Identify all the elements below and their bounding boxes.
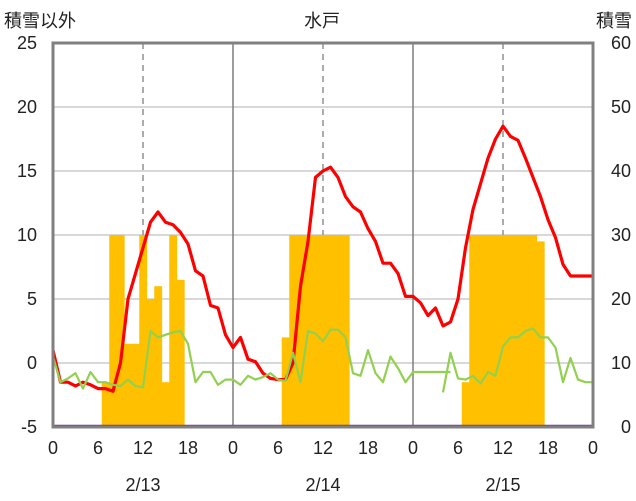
x-tick-label: 0 bbox=[48, 438, 58, 458]
snow-depth-bar bbox=[476, 235, 485, 427]
x-tick-label: 0 bbox=[408, 438, 418, 458]
x-tick-label: 12 bbox=[133, 438, 153, 458]
snow-depth-bar bbox=[469, 235, 478, 427]
right-tick-label: 50 bbox=[611, 97, 631, 117]
date-label: 2/13 bbox=[125, 475, 160, 495]
snow-depth-bar bbox=[289, 235, 298, 427]
left-axis-ticks: -5 0 5 10 15 20 25 bbox=[17, 33, 37, 437]
left-tick-label: 20 bbox=[17, 97, 37, 117]
x-tick-label: 18 bbox=[178, 438, 198, 458]
dew-point-line bbox=[51, 328, 451, 390]
snow-depth-bar bbox=[491, 235, 500, 427]
left-tick-label: 15 bbox=[17, 161, 37, 181]
snow-depth-bar bbox=[341, 235, 350, 427]
x-tick-label: 0 bbox=[588, 438, 598, 458]
snow-depth-bar bbox=[109, 235, 118, 427]
x-tick-label: 12 bbox=[313, 438, 333, 458]
date-labels: 2/13 2/14 2/15 bbox=[125, 475, 520, 495]
right-tick-label: 0 bbox=[621, 417, 631, 437]
chart-title: 水戸 bbox=[304, 11, 340, 31]
dew-point-line bbox=[441, 327, 593, 393]
right-tick-label: 20 bbox=[611, 289, 631, 309]
snow-depth-bar bbox=[101, 382, 110, 427]
snow-depth-bar bbox=[281, 337, 290, 427]
temperature-line bbox=[51, 124, 593, 393]
x-tick-label: 6 bbox=[453, 438, 463, 458]
x-tick-label: 6 bbox=[93, 438, 103, 458]
snow-depth-bar bbox=[124, 343, 133, 427]
right-tick-label: 60 bbox=[611, 33, 631, 53]
plot-frame bbox=[51, 41, 595, 429]
snow-depth-bar bbox=[154, 286, 163, 427]
x-tick-label: 18 bbox=[358, 438, 378, 458]
date-label: 2/14 bbox=[305, 475, 340, 495]
right-axis-ticks: 0 10 20 30 40 50 60 bbox=[611, 33, 631, 437]
x-tick-label: 6 bbox=[273, 438, 283, 458]
right-axis-title: 積雪 bbox=[596, 11, 632, 31]
snow-depth-bar bbox=[536, 241, 545, 427]
snow-depth-bar bbox=[499, 235, 508, 427]
x-tick-label: 0 bbox=[228, 438, 238, 458]
snow-depth-bar bbox=[529, 235, 538, 427]
date-label: 2/15 bbox=[485, 475, 520, 495]
snow-depth-bar bbox=[161, 382, 170, 427]
right-tick-label: 40 bbox=[611, 161, 631, 181]
snow-depth-bar bbox=[514, 235, 523, 427]
x-axis-ticks: 0 6 12 18 0 6 12 18 0 6 12 18 0 bbox=[48, 438, 598, 458]
snow-depth-bar bbox=[506, 235, 515, 427]
left-tick-label: 0 bbox=[27, 353, 37, 373]
snow-depth-bar bbox=[139, 235, 148, 427]
snow-depth-bar bbox=[176, 279, 185, 427]
right-tick-label: 10 bbox=[611, 353, 631, 373]
snow-depth-bar bbox=[169, 235, 178, 427]
snow-depth-bar bbox=[319, 235, 328, 427]
left-axis-title: 積雪以外 bbox=[4, 11, 76, 31]
snow-depth-bar bbox=[116, 235, 125, 427]
left-tick-label: 5 bbox=[27, 289, 37, 309]
left-tick-label: 25 bbox=[17, 33, 37, 53]
snow-depth-bar bbox=[311, 235, 320, 427]
snow-depth-bar bbox=[461, 382, 470, 427]
x-tick-label: 18 bbox=[538, 438, 558, 458]
snow-depth-bar bbox=[146, 299, 155, 427]
x-tick-label: 12 bbox=[493, 438, 513, 458]
snow-depth-bar bbox=[296, 235, 305, 427]
snow-depth-bar bbox=[484, 235, 493, 427]
left-tick-label: -5 bbox=[21, 417, 37, 437]
right-tick-label: 30 bbox=[611, 225, 631, 245]
left-tick-label: 10 bbox=[17, 225, 37, 245]
